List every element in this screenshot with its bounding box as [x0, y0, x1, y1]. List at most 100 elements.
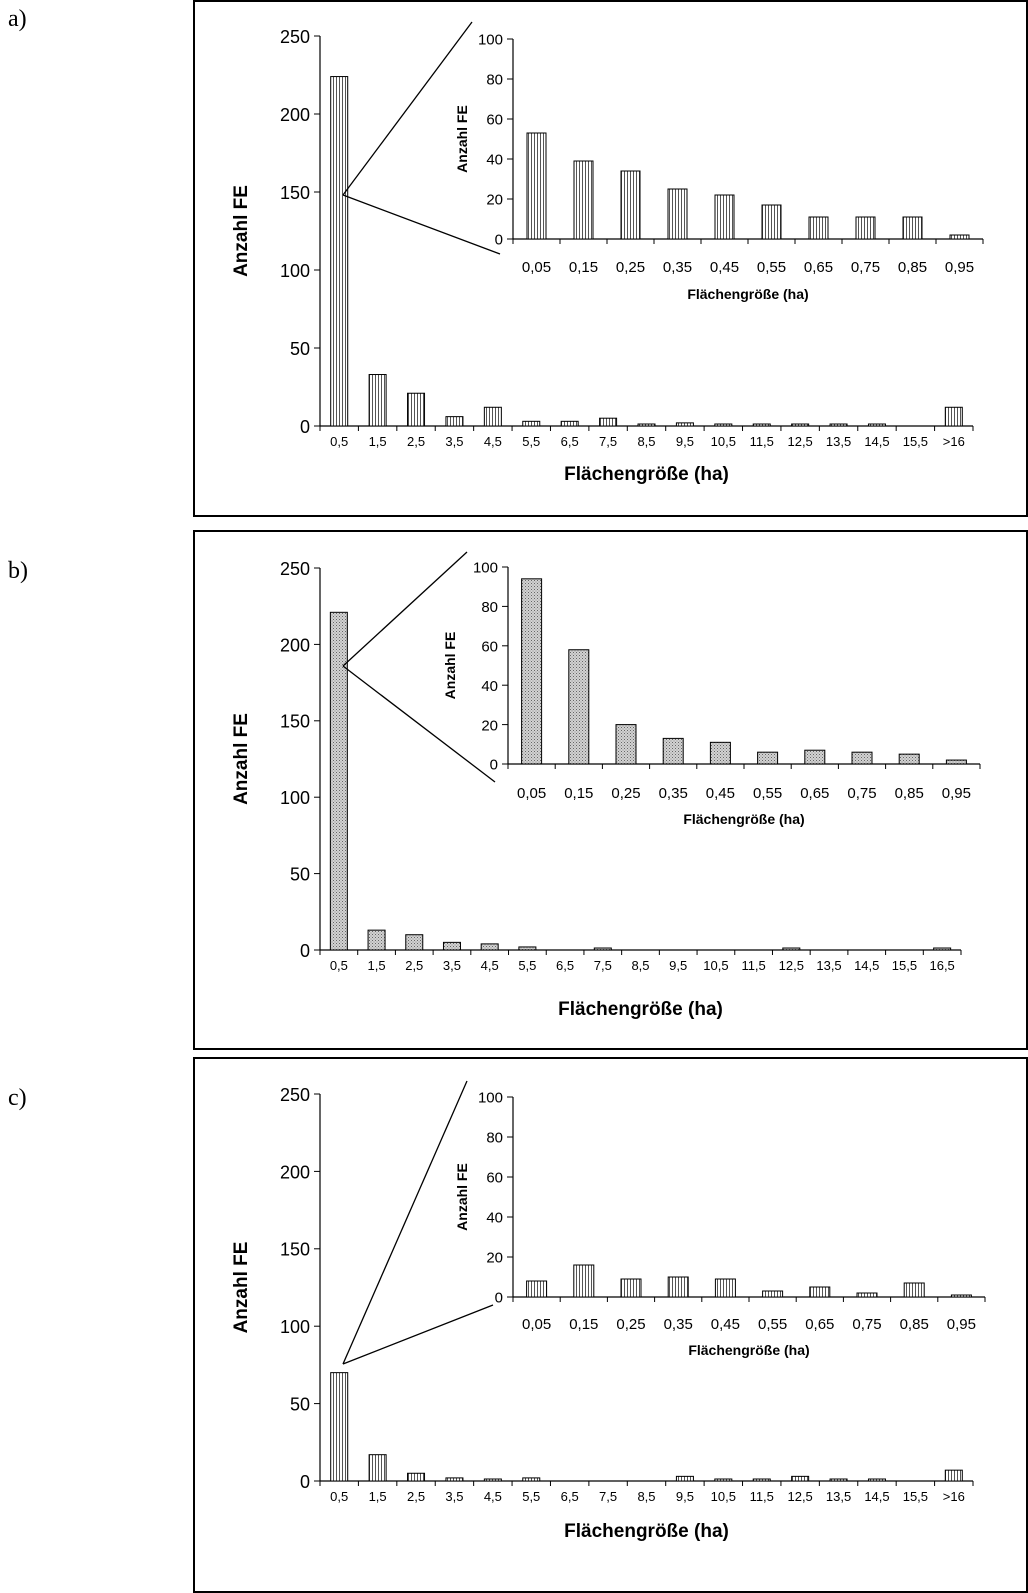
inset-c-x-tick-label: 0,55	[758, 1316, 787, 1333]
main-c-bar	[368, 1454, 387, 1482]
main-b-bar	[329, 611, 348, 951]
inset-c-bar	[573, 1264, 595, 1298]
inset-b-bar	[521, 578, 543, 765]
main-c-y-tick-label: 50	[290, 1395, 310, 1415]
inset-b-bar	[709, 741, 731, 765]
inset-a-bar	[620, 170, 641, 240]
main-c-y-tick-label: 100	[280, 1317, 310, 1337]
inset-b-y-tick-label: 100	[473, 560, 498, 577]
main-a-bar	[829, 423, 848, 427]
main-b-x-tick-label: 9,5	[669, 958, 687, 973]
inset-b-y-tick-label: 20	[481, 717, 498, 734]
inset-b-bar	[804, 749, 826, 765]
inset-b-bar	[615, 724, 637, 765]
main-c-y-tick-label: 150	[280, 1240, 310, 1260]
main-a-bar	[407, 392, 426, 427]
inset-a-x-axis-title: Flächengröße (ha)	[687, 286, 808, 302]
main-b-y-tick-label: 150	[280, 712, 310, 732]
zoom-line-top-a	[342, 21, 473, 196]
main-b-x-tick-label: 3,5	[443, 958, 461, 973]
inset-b-x-tick-label: 0,05	[517, 785, 546, 802]
main-c-x-axis-title: Flächengröße (ha)	[564, 1521, 729, 1542]
main-b-x-tick-label: 4,5	[481, 958, 499, 973]
main-c-x-tick-label: 12,5	[787, 1489, 812, 1504]
inset-c-x-tick-label: 0,05	[522, 1316, 551, 1333]
main-a-y-tick-label: 50	[290, 339, 310, 359]
inset-c-bar	[620, 1278, 642, 1298]
inset-a-x-tick-label: 0,85	[898, 259, 927, 276]
main-c-x-tick-label: 11,5	[750, 1489, 774, 1504]
inset-c-x-tick-label: 0,15	[569, 1316, 598, 1333]
main-a-bar	[637, 423, 656, 427]
main-b-x-tick-label: 6,5	[556, 958, 574, 973]
main-c-x-tick-label: 3,5	[445, 1489, 463, 1504]
main-b-x-tick-label: 2,5	[405, 958, 423, 973]
inset-a-y-tick-label: 20	[486, 192, 503, 209]
inset-b-x-tick-label: 0,65	[800, 785, 829, 802]
main-a-x-tick-label: 8,5	[637, 434, 655, 449]
main-a-bar	[330, 76, 349, 427]
main-a-x-tick-label: 0,5	[330, 434, 348, 449]
main-a-x-tick-label: 11,5	[750, 434, 774, 449]
inset-c-bar	[714, 1278, 736, 1298]
main-a-bar	[752, 423, 771, 427]
inset-c-x-tick-label: 0,25	[616, 1316, 645, 1333]
main-b-x-axis-title: Flächengröße (ha)	[558, 999, 723, 1020]
main-a-y-tick-label: 150	[280, 183, 310, 203]
chart-frame-b: 0 50 100 150 200 250 0,5 1,5 2,5 3,5 4,5 5,5 6,5 7,5 8…	[193, 530, 1028, 1050]
inset-b-x-tick-label: 0,15	[564, 785, 593, 802]
inset-a-y-tick-label: 60	[486, 112, 503, 129]
inset-b-bar	[851, 751, 873, 765]
inset-a-y-tick-label: 80	[486, 72, 503, 89]
main-b-y-tick-label: 0	[300, 941, 310, 961]
inset-b-bar	[898, 753, 920, 765]
inset-a-bar	[855, 216, 876, 240]
inset-b-bar	[757, 751, 779, 765]
inset-b-x-tick-label: 0,75	[847, 785, 876, 802]
main-c-x-tick-label: 0,5	[330, 1489, 348, 1504]
inset-a-bar	[761, 204, 782, 240]
main-c-x-tick-label: >16	[943, 1489, 965, 1504]
main-c-y-tick-label: 0	[300, 1472, 310, 1492]
main-b-x-tick-label: 0,5	[330, 958, 348, 973]
main-c-x-tick-label: 1,5	[369, 1489, 387, 1504]
panel-c-label: c)	[8, 1085, 27, 1111]
main-b-x-tick-label: 10,5	[703, 958, 728, 973]
main-b-x-tick-label: 11,5	[741, 958, 765, 973]
main-a-bar	[483, 406, 502, 427]
main-a-bar	[522, 420, 541, 427]
main-b-y-tick-label: 100	[280, 788, 310, 808]
inset-b-bar	[662, 737, 684, 765]
inset-c-x-tick-label: 0,75	[852, 1316, 881, 1333]
main-a-bar	[944, 406, 963, 427]
main-a-x-tick-label: 9,5	[676, 434, 694, 449]
inset-a-y-tick-label: 40	[486, 152, 503, 169]
inset-a-bar	[714, 194, 735, 240]
inset-a-x-tick-label: 0,15	[569, 259, 598, 276]
main-c-bar	[483, 1478, 502, 1482]
main-b-y-axis-title: Anzahl FE	[231, 713, 252, 805]
main-a-bar	[867, 423, 886, 427]
main-a-bar	[675, 422, 694, 427]
main-c-bar	[829, 1478, 848, 1482]
inset-b-x-tick-label: 0,25	[611, 785, 640, 802]
inset-b-y-tick-label: 40	[481, 678, 498, 695]
inset-a-x-tick-label: 0,65	[804, 259, 833, 276]
inset-c-x-tick-label: 0,35	[664, 1316, 693, 1333]
inset-a-bar	[526, 132, 547, 240]
main-a-y-axis-title: Anzahl FE	[231, 185, 252, 277]
inset-c-y-tick-label: 80	[486, 1130, 503, 1147]
zoom-line-top-c	[342, 1080, 468, 1365]
main-c-x-tick-label: 14,5	[864, 1489, 889, 1504]
main-a-bar	[714, 423, 733, 427]
inset-b-y-tick-label: 60	[481, 639, 498, 656]
main-a-x-tick-label: 5,5	[522, 434, 540, 449]
main-b-x-tick-label: 5,5	[518, 958, 536, 973]
inset-c-bar	[526, 1280, 548, 1298]
inset-b-bar	[568, 649, 590, 765]
main-c-x-tick-label: 13,5	[826, 1489, 851, 1504]
inset-a-x-tick-label: 0,35	[663, 259, 692, 276]
main-a-x-tick-label: 1,5	[369, 434, 387, 449]
main-a-x-tick-label: 12,5	[787, 434, 812, 449]
